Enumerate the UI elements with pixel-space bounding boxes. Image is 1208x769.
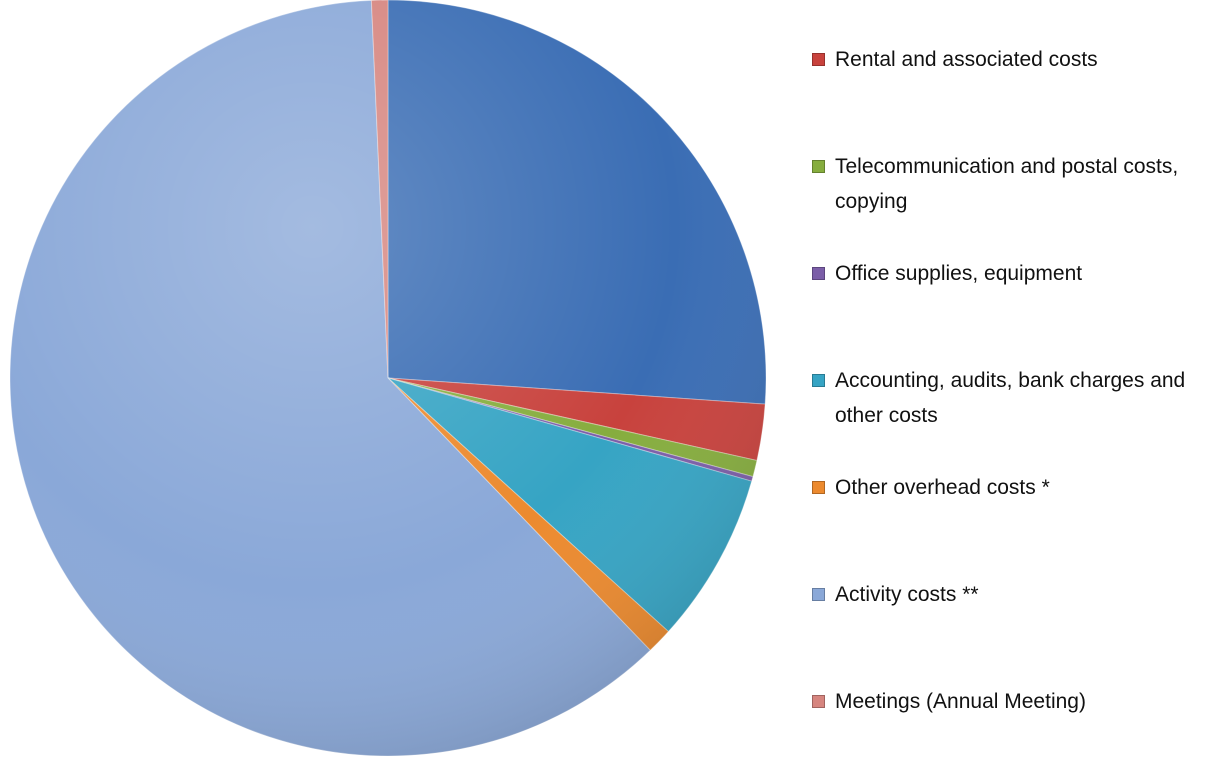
pie-slice bbox=[387, 0, 767, 405]
legend-label: Activity costs ** bbox=[835, 583, 979, 606]
legend-label: Rental and associated costs bbox=[835, 48, 1098, 71]
legend-item: Activity costs ** bbox=[812, 577, 1192, 612]
legend-label: Other overhead costs * bbox=[835, 476, 1050, 499]
legend-label: Accounting, audits, bank charges and oth… bbox=[835, 369, 1186, 427]
legend-swatch bbox=[812, 695, 825, 708]
legend-swatch bbox=[812, 481, 825, 494]
legend-item: Accounting, audits, bank charges and oth… bbox=[812, 363, 1192, 433]
legend-swatch bbox=[812, 160, 825, 173]
legend-item: Telecommunication and postal costs, copy… bbox=[812, 149, 1192, 219]
legend-item: Rental and associated costs bbox=[812, 42, 1192, 77]
legend-label: Meetings (Annual Meeting) bbox=[835, 690, 1086, 713]
legend-swatch bbox=[812, 588, 825, 601]
legend-swatch bbox=[812, 53, 825, 66]
legend-label: Telecommunication and postal costs, copy… bbox=[835, 155, 1179, 213]
legend-label: Office supplies, equipment bbox=[835, 262, 1083, 285]
legend-item: Meetings (Annual Meeting) bbox=[812, 684, 1192, 719]
legend-swatch bbox=[812, 267, 825, 280]
legend-item: Other overhead costs * bbox=[812, 470, 1192, 505]
legend-item: Office supplies, equipment bbox=[812, 256, 1192, 291]
legend-swatch bbox=[812, 374, 825, 387]
